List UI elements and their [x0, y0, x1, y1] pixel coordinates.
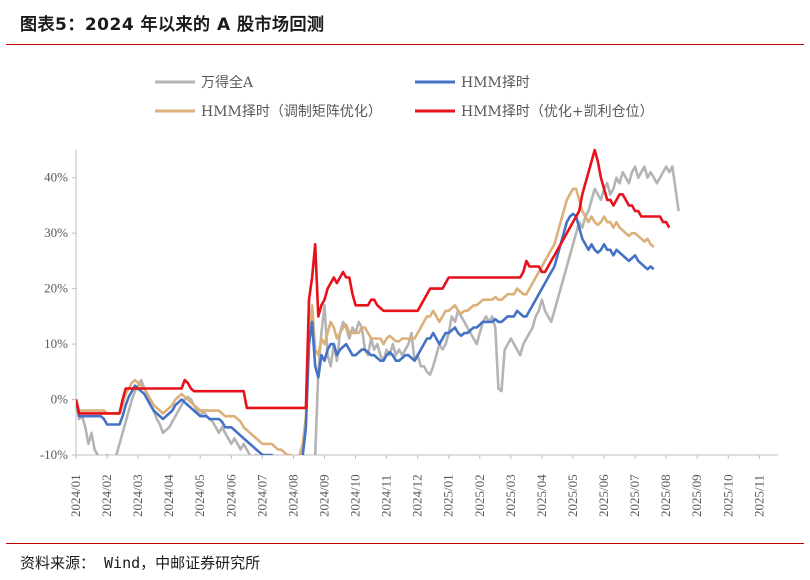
legend-label: 万得全A	[201, 74, 254, 91]
y-tick-label: 20%	[44, 281, 68, 296]
legend-label: HMM择时（优化+凯利仓位）	[461, 104, 654, 120]
legend-label: HMM择时（调制矩阵优化）	[201, 104, 382, 120]
page-title: 图表5：2024 年以来的 A 股市场回测	[20, 15, 325, 35]
x-tick-label: 2024/05	[192, 474, 207, 517]
y-tick-label: -10%	[40, 447, 68, 462]
x-tick-label: 2024/08	[285, 474, 300, 517]
x-tick-label: 2024/03	[130, 474, 145, 517]
title-bar: 图表5：2024 年以来的 A 股市场回测	[6, 0, 804, 45]
x-tick-label: 2025/05	[565, 474, 580, 517]
x-tick-label: 2024/04	[161, 474, 176, 517]
source-bar: 资料来源： Wind，中邮证券研究所	[6, 543, 804, 580]
x-tick-label: 2025/08	[658, 474, 673, 517]
series-line-3	[76, 148, 671, 415]
x-tick-label: 2025/02	[472, 474, 487, 517]
x-tick-label: 2024/12	[410, 474, 425, 517]
x-tick-label: 2025/04	[534, 474, 549, 517]
x-tick-label: 2025/07	[627, 474, 642, 517]
x-tick-label: 2025/06	[596, 474, 611, 517]
x-tick-label: 2024/09	[316, 474, 331, 517]
x-tick-label: 2025/03	[503, 474, 518, 517]
x-tick-label: 2025/11	[751, 475, 766, 517]
source-note: 资料来源： Wind，中邮证券研究所	[20, 554, 261, 572]
x-tick-label: 2024/06	[223, 474, 238, 517]
x-tick-label: 2024/01	[68, 474, 83, 517]
x-tick-label: 2025/09	[689, 474, 704, 517]
y-tick-label: 30%	[44, 225, 68, 240]
y-tick-label: 40%	[44, 170, 68, 185]
series-line-1	[76, 212, 655, 455]
x-tick-label: 2024/02	[99, 474, 114, 517]
x-tick-label: 2025/10	[720, 474, 735, 517]
y-tick-label: 10%	[44, 336, 68, 351]
x-tick-label: 2025/01	[441, 474, 456, 517]
x-tick-label: 2024/11	[379, 475, 394, 517]
legend-label: HMM择时	[461, 75, 530, 91]
series-line-2	[76, 187, 655, 455]
x-tick-label: 2024/10	[348, 474, 363, 517]
y-tick-label: 0%	[51, 392, 69, 407]
x-tick-label: 2024/07	[254, 474, 269, 517]
